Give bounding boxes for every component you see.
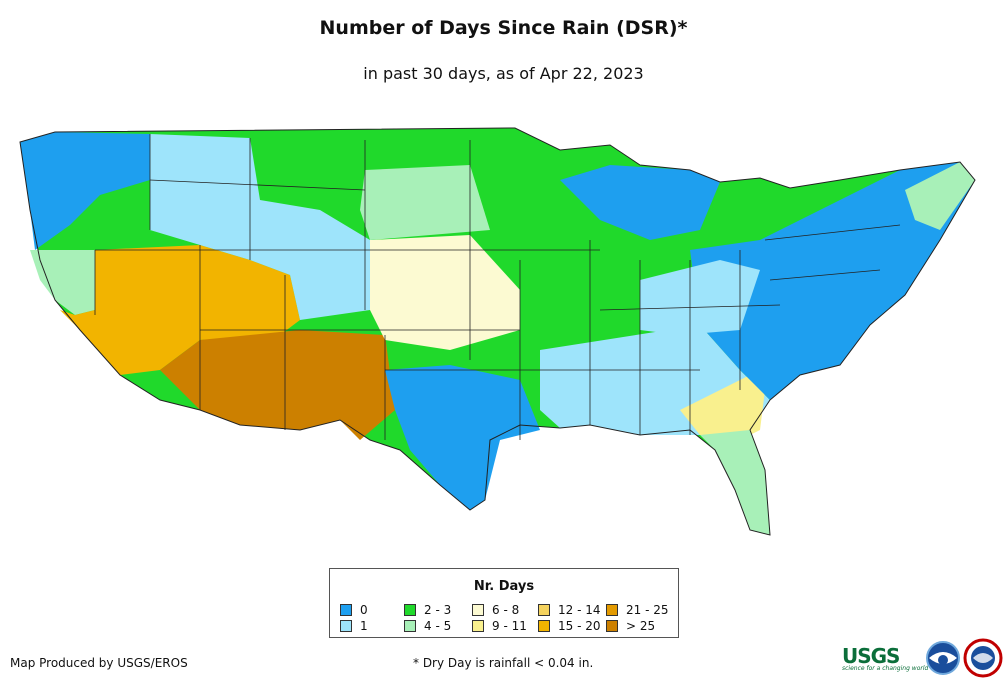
legend-swatch [538,620,550,632]
legend-swatch [472,604,484,616]
legend-item-5: 9 - 11 [472,619,527,633]
legend-item-1: 1 [340,619,368,633]
legend-label: 21 - 25 [626,603,669,617]
conus-outline [19,127,976,536]
dry-day-note: * Dry Day is rainfall < 0.04 in. [413,656,594,670]
legend-swatch [472,620,484,632]
legend-title: Nr. Days [473,579,535,594]
legend-item-3: 4 - 5 [404,619,451,633]
legend-swatch [606,604,618,616]
legend-label: 9 - 11 [492,619,527,633]
legend-item-8: 21 - 25 [606,603,669,617]
southwest-orange [60,245,300,375]
legend-label: > 25 [626,619,656,633]
legend-label: 0 [360,603,368,617]
legend-label: 4 - 5 [424,619,452,633]
northeast-blue [690,162,975,400]
florida [700,430,770,535]
legend-item-2: 2 - 3 [404,603,451,617]
az-nm-darkorange [160,330,395,440]
legend-label: 15 - 20 [558,619,601,633]
legend-label: 1 [360,619,368,633]
map-subtitle: in past 30 days, as of Apr 22, 2023 [363,64,644,83]
northwest-blue [20,132,150,250]
map-credit: Map Produced by USGS/EROS [10,656,188,670]
legend-swatch [404,620,416,632]
usgs-tagline: science for a changing world [842,665,929,672]
rockies-lightblue [150,134,370,320]
nws-logo [963,638,1003,678]
usgs-logo: USGS [842,644,900,668]
maine-green [905,162,975,230]
georgia-yellow [680,375,765,440]
noaa-logo [926,641,960,675]
plains-yellow [370,235,520,350]
legend-item-6: 12 - 14 [538,603,601,617]
us-map-regions [20,128,975,535]
texas-blue [385,365,540,510]
legend: Nr. Days 0 1 2 - 3 4 - 5 6 - 8 9 - 11 12… [329,568,679,638]
legend-label: 2 - 3 [424,603,452,617]
legend-swatch [538,604,550,616]
legend-swatch [404,604,416,616]
california-green [30,250,95,315]
legend-item-0: 0 [340,603,368,617]
state-borders [94,134,901,440]
legend-swatch [340,620,352,632]
map-title: Number of Days Since Rain (DSR)* [319,17,688,39]
legend-label: 6 - 8 [492,603,520,617]
ohio-lightblue [640,260,760,335]
legend-item-7: 15 - 20 [538,619,601,633]
legend-swatch [340,604,352,616]
legend-item-4: 6 - 8 [472,603,519,617]
dsr-map [19,127,976,536]
legend-swatch [606,620,618,632]
dakotas-lightgreen [360,165,490,240]
legend-label: 12 - 14 [558,603,601,617]
great-lakes-blue [560,165,720,240]
legend-item-9: > 25 [606,619,655,633]
